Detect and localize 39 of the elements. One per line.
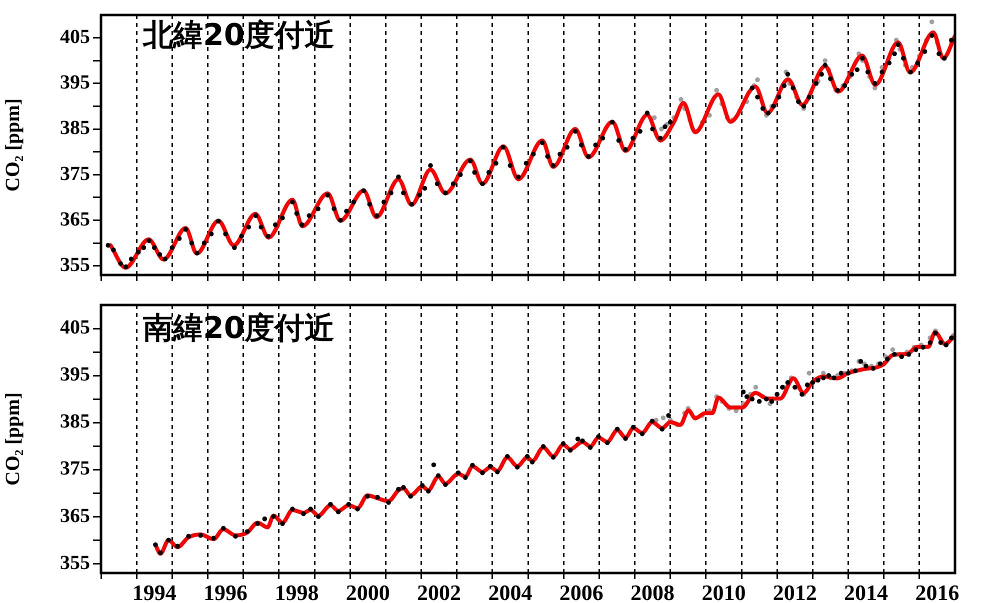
point [652,115,657,120]
x-tick-label: 1996 [204,580,248,603]
y-tick-label: 405 [60,316,90,339]
point [806,370,812,376]
y-tick-label: 375 [60,162,90,185]
x-tick-label: 2006 [559,580,604,603]
y-axis-title: CO₂ [ppm] [2,98,24,192]
point [929,19,934,24]
x-tick-label: 2008 [630,580,675,603]
y-tick-label: 365 [60,208,90,230]
point [660,415,666,420]
chart-title: 南緯20度付近 [143,310,335,348]
point [755,77,760,82]
x-tick-label: 2016 [915,580,960,603]
x-tick-label: 2012 [772,580,817,603]
chart-title: 北緯20度付近 [143,17,335,55]
y-tick-label: 375 [60,458,90,480]
point [890,347,896,352]
y-tick-label: 385 [60,410,90,433]
x-tick-label: 1998 [274,580,319,603]
x-tick-label: 2000 [346,580,390,603]
point [822,58,828,64]
y-tick-label: 405 [60,26,90,48]
point [659,126,664,132]
point [678,96,684,102]
x-tick-label: 2010 [702,580,746,603]
point [714,88,719,93]
y-axis-title: CO₂ [ppm] [2,392,24,486]
x-tick-label: 1994 [132,580,176,603]
y-tick-label: 395 [60,364,90,386]
x-tick-label: 2002 [417,580,462,603]
x-tick-label: 2004 [488,580,532,603]
y-tick-label: 395 [60,72,90,94]
y-tick-label: 355 [60,552,90,574]
point [753,384,758,390]
x-tick-label: 2014 [844,580,888,603]
y-tick-label: 355 [60,254,90,276]
y-tick-label: 385 [60,117,90,140]
y-tick-label: 365 [60,504,90,527]
